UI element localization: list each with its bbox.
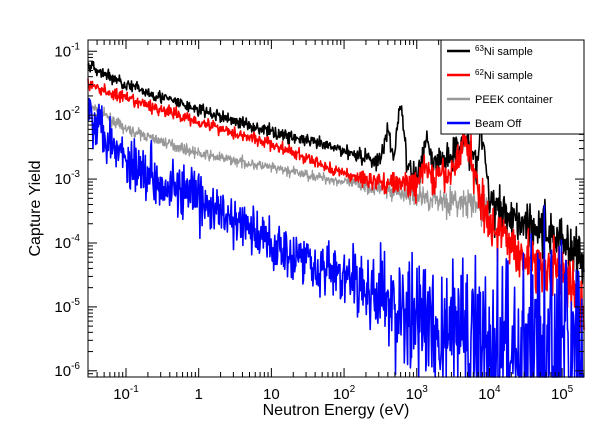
x-tick-label-exponent: 2 — [350, 384, 356, 395]
y-tick-label: 10-5 — [54, 297, 80, 316]
x-tick-label-exponent: 5 — [568, 384, 574, 395]
legend-entry-superscript: 63 — [475, 44, 484, 53]
x-tick-label: 103 — [406, 384, 429, 403]
x-tick-label-base: 10 — [406, 386, 423, 403]
x-tick-label-base: 10 — [263, 386, 280, 403]
legend-entry: 62Ni sample — [475, 68, 533, 82]
x-tick-label-exponent: 3 — [422, 384, 428, 395]
x-tick-label: 10 — [263, 386, 280, 403]
y-tick-label-base: 10 — [54, 363, 71, 380]
y-tick-label-base: 10 — [54, 299, 71, 316]
y-tick-label-base: 10 — [54, 107, 71, 124]
y-tick-label-exponent: -5 — [71, 297, 80, 308]
x-tick-label-exponent: -1 — [130, 384, 139, 395]
y-axis-title: Capture Yield — [27, 160, 44, 256]
x-tick-label-base: 10 — [113, 386, 130, 403]
y-tick-label: 10-3 — [54, 169, 80, 188]
y-tick-label: 10-6 — [54, 361, 80, 380]
y-tick-label-exponent: -3 — [71, 169, 80, 180]
y-tick-label-base: 10 — [54, 171, 71, 188]
y-tick-label-base: 10 — [54, 43, 71, 60]
x-tick-label-base: 10 — [333, 386, 350, 403]
x-tick-label-base: 1 — [195, 386, 203, 403]
y-tick-label-exponent: -2 — [71, 105, 80, 116]
legend-entry: 63Ni sample — [475, 44, 533, 58]
y-tick-label-exponent: -4 — [71, 233, 80, 244]
x-tick-label: 104 — [478, 384, 501, 403]
y-tick-label-base: 10 — [54, 235, 71, 252]
x-tick-label-exponent: 4 — [495, 384, 501, 395]
legend-entry: Beam Off — [475, 118, 522, 130]
y-tick-label-exponent: -1 — [71, 41, 80, 52]
y-tick-label: 10-4 — [54, 233, 80, 252]
x-tick-label: 10-1 — [113, 384, 139, 403]
x-tick-label: 105 — [551, 384, 574, 403]
ticks-layer — [87, 40, 585, 378]
x-tick-label: 1 — [195, 386, 203, 403]
y-tick-label: 10-1 — [54, 41, 80, 60]
x-axis-title: Neutron Energy (eV) — [263, 402, 410, 419]
y-tick-label: 10-2 — [54, 105, 80, 124]
series-line-beam-off — [87, 97, 585, 378]
x-tick-label: 102 — [333, 384, 356, 403]
series-layer — [87, 60, 585, 378]
legend-entry: PEEK container — [475, 94, 553, 106]
legend-entry-name: PEEK container — [475, 94, 553, 106]
plot-frame — [87, 39, 585, 378]
series-line-peek-container — [87, 101, 491, 228]
legend-entry-name: Ni sample — [484, 70, 533, 82]
legend-entry-name: Ni sample — [484, 46, 533, 58]
legend-entry-name: Beam Off — [475, 118, 522, 130]
y-tick-label-exponent: -6 — [71, 361, 80, 372]
x-tick-label-base: 10 — [478, 386, 495, 403]
legend-entry-superscript: 62 — [475, 68, 484, 77]
series-line-ni-sample-62 — [87, 78, 585, 333]
legend-box — [440, 39, 585, 135]
tick-labels-layer: 10-1 1 10 102 103 104 10510-110-210-310-410-51… — [54, 41, 573, 403]
x-tick-label-base: 10 — [551, 386, 568, 403]
